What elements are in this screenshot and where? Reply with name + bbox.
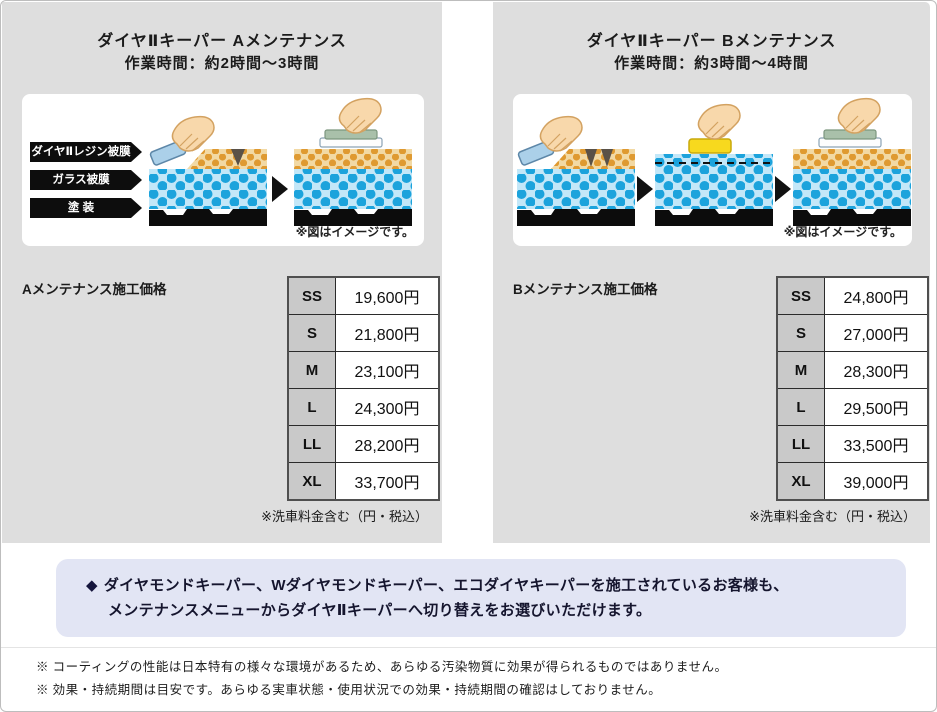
panel-b-work-time: 作業時間：約3時間～4時間 — [614, 55, 809, 72]
layer-stack-restored-illustration — [294, 97, 412, 226]
hand-with-sponge-icon — [149, 115, 215, 166]
price-label-a: Aメンテナンス施工価格 — [22, 282, 167, 297]
table-row: S 21,800円 — [287, 314, 440, 352]
size-cell: LL — [776, 425, 825, 463]
price-cell: 21,800円 — [335, 314, 440, 352]
size-cell: L — [287, 388, 336, 426]
hand-with-pad-icon — [319, 97, 383, 148]
switch-notice-box: ◆ ダイヤモンドキーパー、Wダイヤモンドキーパー、エコダイヤキーパーを施工されてい… — [56, 559, 906, 637]
price-cell: 24,300円 — [335, 388, 440, 426]
size-cell: LL — [287, 425, 336, 463]
table-row: M 28,300円 — [776, 351, 929, 389]
price-note-a: ※洗車料金含む（円・税込） — [261, 509, 428, 524]
hand-with-pad-icon — [818, 97, 882, 148]
size-cell: M — [287, 351, 336, 389]
layer-label-resin: ダイヤⅡレジン被膜 — [30, 142, 142, 162]
layer-labels: ダイヤⅡレジン被膜 ガラス被膜 塗 装 — [30, 142, 142, 226]
panel-b-title: ダイヤⅡキーパー Bメンテナンス — [586, 33, 837, 51]
stage-arrow-icon — [637, 176, 653, 202]
stage-arrow-icon — [272, 176, 288, 202]
diagram-caption: ※図はイメージです。 — [783, 225, 902, 239]
footnote-1: ※ コーティングの性能は日本特有の様々な環境があるため、あらゆる汚染物質に効果が… — [36, 660, 728, 674]
price-table-b: SS 24,800円 S 27,000円 M 28,300円 L 29,500円… — [776, 276, 929, 501]
price-label-b: Bメンテナンス施工価格 — [513, 282, 658, 297]
price-cell: 33,700円 — [335, 462, 440, 501]
table-row: L 24,300円 — [287, 388, 440, 426]
coating-diagram-a: ダイヤⅡレジン被膜 ガラス被膜 塗 装 — [22, 94, 424, 246]
layer-stack-polish-illustration — [655, 103, 773, 226]
price-cell: 23,100円 — [335, 351, 440, 389]
notice-text-1: ダイヤモンドキーパー、Wダイヤモンドキーパー、エコダイヤキーパーを施工されている… — [103, 577, 789, 594]
diagram-caption: ※図はイメージです。 — [295, 225, 414, 239]
size-cell: L — [776, 388, 825, 426]
size-cell: S — [776, 314, 825, 352]
price-cell: 28,300円 — [824, 351, 929, 389]
footnotes: ※ コーティングの性能は日本特有の様々な環境があるため、あらゆる汚染物質に効果が… — [1, 647, 936, 702]
notice-line-1: ◆ ダイヤモンドキーパー、Wダイヤモンドキーパー、エコダイヤキーパーを施工されてい… — [86, 573, 886, 598]
size-cell: S — [287, 314, 336, 352]
panel-b-maintenance: ダイヤⅡキーパー Bメンテナンス 作業時間：約3時間～4時間 — [493, 2, 930, 543]
price-cell: 29,500円 — [824, 388, 929, 426]
size-cell: XL — [287, 462, 336, 501]
notice-line-2: メンテナンスメニューからダイヤⅡキーパーへ切り替えをお選びいただけます。 — [108, 602, 652, 619]
price-cell: 27,000円 — [824, 314, 929, 352]
size-cell: XL — [776, 462, 825, 501]
panel-a-maintenance: ダイヤⅡキーパー Aメンテナンス 作業時間：約2時間～3時間 ダイヤⅡレジン被膜… — [2, 2, 442, 543]
size-cell: SS — [287, 276, 336, 315]
panel-a-work-time: 作業時間：約2時間～3時間 — [124, 55, 320, 72]
coating-diagram-b: ※図はイメージです。 — [513, 94, 912, 246]
price-cell: 39,000円 — [824, 462, 929, 501]
table-row: LL 28,200円 — [287, 425, 440, 463]
table-row: M 23,100円 — [287, 351, 440, 389]
layer-label-glass: ガラス被膜 — [30, 170, 142, 190]
size-cell: M — [776, 351, 825, 389]
price-cell: 28,200円 — [335, 425, 440, 463]
stage-arrow-icon — [775, 176, 791, 202]
price-note-b: ※洗車料金含む（円・税込） — [749, 509, 916, 524]
table-row: XL 39,000円 — [776, 462, 929, 501]
table-row: S 27,000円 — [776, 314, 929, 352]
table-row: LL 33,500円 — [776, 425, 929, 463]
price-table-a: SS 19,600円 S 21,800円 M 23,100円 L 24,300円… — [287, 276, 440, 501]
price-cell: 24,800円 — [824, 276, 929, 315]
layer-stack-worn-illustration — [149, 115, 267, 226]
diamond-bullet-icon: ◆ — [86, 577, 98, 594]
table-row: XL 33,700円 — [287, 462, 440, 501]
table-row: L 29,500円 — [776, 388, 929, 426]
layer-stack-restored-illustration — [793, 97, 911, 226]
hand-with-yellow-sponge-icon — [688, 103, 741, 154]
hand-with-sponge-icon — [517, 115, 583, 166]
panel-a-title: ダイヤⅡキーパー Aメンテナンス — [97, 33, 347, 51]
price-cell: 19,600円 — [335, 276, 440, 315]
price-cell: 33,500円 — [824, 425, 929, 463]
table-row: SS 19,600円 — [287, 276, 440, 315]
footnote-2: ※ 効果・持続期間は目安です。あらゆる実車状態・使用状況での効果・持続期間の確認… — [36, 683, 662, 697]
table-row: SS 24,800円 — [776, 276, 929, 315]
size-cell: SS — [776, 276, 825, 315]
layer-label-paint: 塗 装 — [30, 198, 142, 218]
layer-stack-worn-illustration — [517, 115, 635, 226]
